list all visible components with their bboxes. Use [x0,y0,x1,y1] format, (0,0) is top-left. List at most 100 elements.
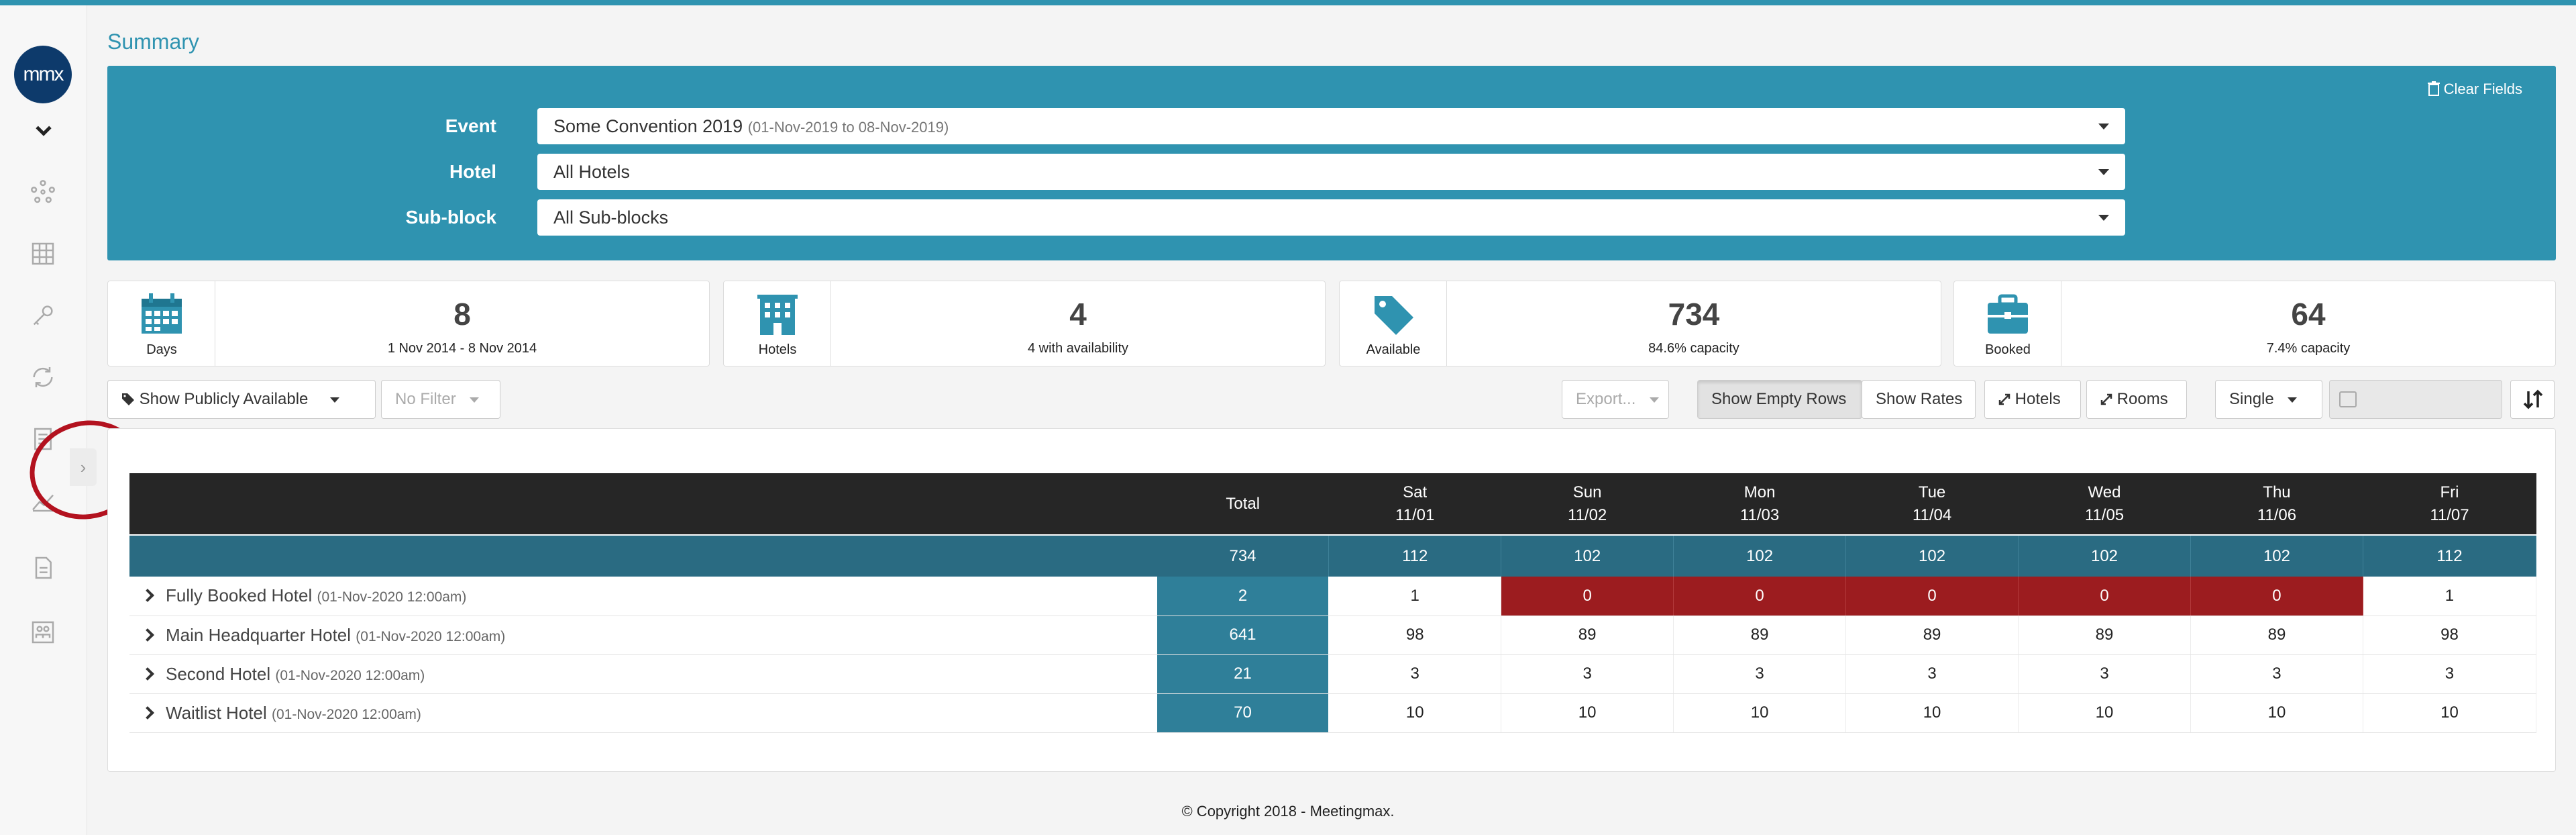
day-header: Sat 11/01 [1328,473,1501,535]
date-input[interactable] [2329,380,2502,419]
stat-card-available: Available 734 84.6% capacity [1339,281,1941,366]
stat-card-booked: Booked 64 7.4% capacity [1953,281,2556,366]
rooms-label: Rooms [2116,390,2168,408]
subblock-label: Sub-block [405,207,496,228]
trash-icon [2427,81,2440,96]
sort-button[interactable] [2510,380,2555,419]
hotel-name-cell[interactable]: Second Hotel (01-Nov-2020 12:00am) [129,654,1157,694]
totals-row: 734 112 102 102 102 102 102 112 [129,534,2537,577]
chevron-right-icon[interactable] [141,589,154,603]
top-accent-bar [0,0,2576,5]
event-select[interactable]: Some Convention 2019 (01-Nov-2019 to 08-… [537,108,2125,144]
event-value: Some Convention 2019 [553,116,743,136]
hotels-expand-button[interactable]: Hotels [1984,380,2081,419]
totals-cell: 102 [2018,534,2191,577]
caret-down-icon [330,397,340,403]
sidebar-expand-button[interactable]: › [70,448,97,486]
chevron-right-icon[interactable] [141,667,154,681]
name-header [129,473,1157,535]
availability-filter-dropdown[interactable]: Show Publicly Available [107,380,376,419]
value-cell: 1 [1328,577,1502,616]
value-cell: 89 [1673,616,1847,655]
totals-cell: 102 [1501,534,1674,577]
no-filter-dropdown[interactable]: No Filter [381,380,500,419]
caret-down-icon [1650,397,1660,403]
availability-table-panel: Total Sat 11/01 Sun 11/02 Mon 11/03 Tue 11/0… [107,428,2556,772]
chevron-down-icon[interactable] [32,119,55,142]
value-cell: 0 [2190,577,2363,616]
value-cell: 89 [1501,616,1674,655]
chart-icon[interactable] [30,487,56,514]
day-header: Fri 11/07 [2363,473,2536,535]
card-label: Days [146,342,177,357]
event-dates: (01-Nov-2019 to 08-Nov-2019) [747,119,949,136]
value-cell: 89 [1845,616,2019,655]
day-header: Mon 11/03 [1673,473,1846,535]
filter-panel: Clear Fields Event Some Convention 2019 … [107,66,2556,260]
chevron-right-icon[interactable] [141,705,154,720]
hotel-name-cell[interactable]: Main Headquarter Hotel (01-Nov-2020 12:0… [129,616,1157,655]
clear-fields-button[interactable]: Clear Fields [2427,81,2522,98]
totals-cell: 102 [1673,534,1847,577]
value-cell: 0 [2018,577,2191,616]
network-icon[interactable] [30,179,56,205]
card-value: 734 [1668,297,1720,332]
value-cell: 3 [1328,654,1502,694]
expand-icon [1998,393,2010,405]
value-cell: 3 [2018,654,2191,694]
value-cell: 0 [1501,577,1674,616]
occupancy-dropdown[interactable]: Single [2215,380,2322,419]
app-logo[interactable]: mmx [14,46,72,103]
card-label: Available [1366,342,1421,357]
show-empty-rows-toggle[interactable]: Show Empty Rows [1697,380,1862,419]
chevron-right-icon[interactable] [141,628,154,642]
row-total-cell: 21 [1157,654,1330,694]
card-label: Hotels [758,342,797,357]
value-cell: 10 [2190,693,2363,733]
value-cell: 10 [1501,693,1674,733]
document-icon[interactable] [30,554,56,581]
value-cell: 89 [2018,616,2191,655]
value-cell: 0 [1845,577,2019,616]
refresh-icon[interactable] [30,364,56,391]
value-cell: 0 [1673,577,1847,616]
value-cell: 10 [1328,693,1502,733]
calendar-icon [142,293,182,334]
report-icon[interactable] [30,426,56,452]
footer-copyright: © Copyright 2018 - Meetingmax. [1181,803,1395,820]
availability-filter-label: Show Publicly Available [139,390,309,408]
subblock-select[interactable]: All Sub-blocks [537,199,2125,236]
tag-icon [122,393,134,405]
value-cell: 98 [2363,616,2537,655]
card-detail: 7.4% capacity [2266,341,2351,356]
totals-cell: 102 [1845,534,2019,577]
hotel-select[interactable]: All Hotels [537,154,2125,190]
card-value: 64 [2291,297,2326,332]
grid-icon[interactable] [30,240,56,267]
key-icon[interactable] [30,302,56,329]
show-rates-toggle[interactable]: Show Rates [1862,380,1976,419]
totals-label-cell [129,534,1157,577]
row-total-cell: 70 [1157,693,1330,733]
table-row[interactable]: Fully Booked Hotel (01-Nov-2020 12:00am)… [129,577,2537,616]
value-cell: 3 [2363,654,2537,694]
people-icon[interactable] [30,619,56,646]
hotel-name-cell[interactable]: Fully Booked Hotel (01-Nov-2020 12:00am) [129,577,1157,616]
hotel-name-cell[interactable]: Waitlist Hotel (01-Nov-2020 12:00am) [129,693,1157,733]
rooms-expand-button[interactable]: Rooms [2086,380,2187,419]
value-cell: 3 [1673,654,1847,694]
table-row[interactable]: Main Headquarter Hotel (01-Nov-2020 12:0… [129,616,2537,655]
table-row[interactable]: Waitlist Hotel (01-Nov-2020 12:00am) 70 … [129,693,2537,733]
card-detail: 4 with availability [1027,341,1129,356]
value-cell: 10 [2363,693,2537,733]
value-cell: 3 [2190,654,2363,694]
stat-card-days: Days 8 1 Nov 2014 - 8 Nov 2014 [107,281,710,366]
export-dropdown[interactable]: Export... [1562,380,1669,419]
value-cell: 3 [1501,654,1674,694]
calendar-icon [2339,391,2357,407]
stat-card-hotels: Hotels 4 4 with availability [723,281,1326,366]
day-header: Wed 11/05 [2018,473,2191,535]
table-row[interactable]: Second Hotel (01-Nov-2020 12:00am) 21 3 … [129,654,2537,694]
sidebar: mmx › [0,5,97,835]
tag-icon [1375,296,1413,335]
